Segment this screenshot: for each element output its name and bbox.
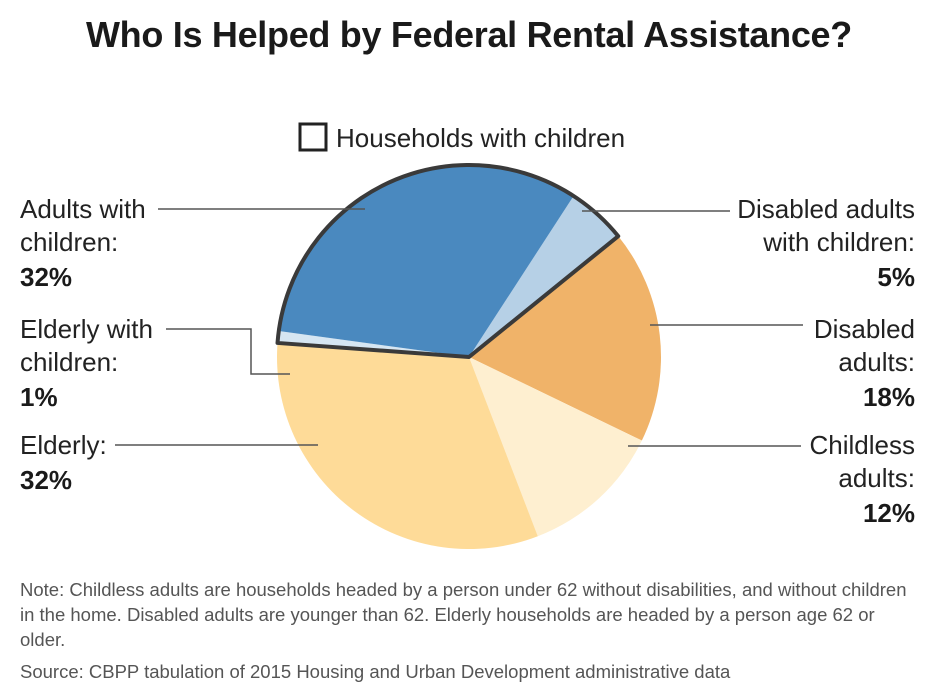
pie-slice-disabled-adults — [469, 236, 661, 441]
pct-elderly-with-children: 1% — [20, 382, 58, 412]
pie-slice-elderly-with-children — [277, 330, 469, 357]
pct-disabled-adults-with-children: 5% — [877, 262, 915, 292]
children-outline — [275, 163, 621, 359]
pie-slice-adults-with-children — [278, 165, 574, 357]
pie-slice-elderly — [277, 342, 538, 550]
label-elderly: Elderly: — [20, 430, 107, 460]
chart-note: Note: Childless adults are households he… — [20, 579, 907, 650]
leader-line-elderly-with-children — [166, 328, 290, 375]
label-childless-adults: Childless adults: — [810, 430, 916, 493]
chart-source: Source: CBPP tabulation of 2015 Housing … — [20, 661, 731, 682]
label-disabled-adults-with-children: Disabled adults with children: — [737, 194, 915, 257]
legend-swatch — [298, 122, 328, 152]
pct-childless-adults: 12% — [863, 498, 915, 528]
legend-label: Households with children — [336, 123, 625, 153]
chart-title: Who Is Helped by Federal Rental Assistan… — [86, 14, 852, 55]
pct-disabled-adults: 18% — [863, 382, 915, 412]
label-disabled-adults: Disabled adults: — [814, 314, 915, 377]
label-elderly-with-children: Elderly with children: — [20, 314, 153, 377]
pie-slice-childless-adults — [469, 357, 642, 537]
pct-adults-with-children: 32% — [20, 262, 72, 292]
pie-slice-disabled-adults-with-children — [469, 195, 619, 357]
label-adults-with-children: Adults with children: — [20, 194, 146, 257]
pct-elderly: 32% — [20, 465, 72, 495]
